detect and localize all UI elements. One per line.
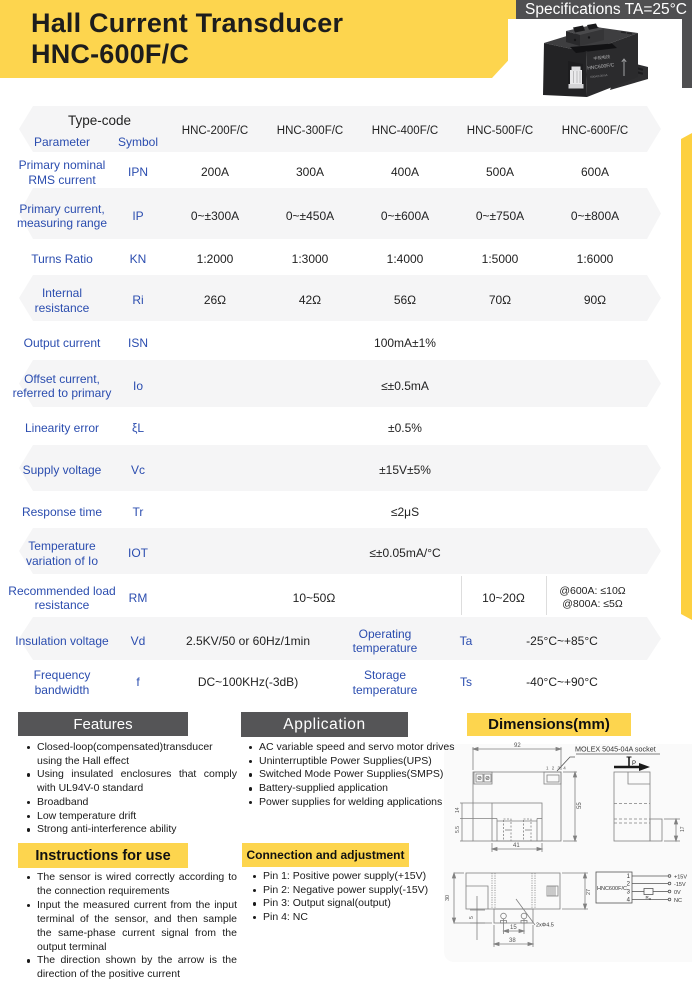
- svg-text:41: 41: [513, 843, 520, 849]
- svg-text:5.5: 5.5: [455, 826, 461, 833]
- svg-text:1: 1: [627, 874, 631, 880]
- svg-text:-15V: -15V: [674, 882, 686, 888]
- svg-text:+15V: +15V: [674, 875, 687, 881]
- svg-text:15: 15: [510, 925, 517, 931]
- svg-text:MOLEX 5045-04A socket: MOLEX 5045-04A socket: [575, 745, 656, 754]
- svg-text:55: 55: [577, 802, 583, 809]
- svg-text:5: 5: [469, 916, 475, 919]
- svg-text:2: 2: [627, 882, 631, 888]
- svg-text:92: 92: [514, 743, 521, 749]
- svg-text:30: 30: [445, 895, 451, 901]
- svg-text:中规电技: 中规电技: [593, 53, 611, 62]
- svg-text:17: 17: [680, 826, 686, 832]
- svg-text:HNC600F/C: HNC600F/C: [597, 886, 627, 892]
- svg-text:NC: NC: [674, 898, 682, 904]
- svg-text:27: 27: [586, 889, 592, 895]
- svg-text:RM: RM: [646, 895, 652, 901]
- svg-text:600A/100mA: 600A/100mA: [590, 73, 608, 79]
- svg-text:3: 3: [627, 890, 631, 896]
- svg-text:1 2 3 4: 1 2 3 4: [546, 766, 567, 771]
- svg-text:HNC600F/C: HNC600F/C: [587, 62, 615, 71]
- svg-text:38: 38: [509, 938, 516, 944]
- svg-text:0V: 0V: [674, 890, 681, 896]
- svg-text:2xΦ4.5: 2xΦ4.5: [536, 923, 554, 929]
- svg-text:P: P: [632, 761, 636, 767]
- svg-text:4: 4: [627, 898, 631, 904]
- svg-text:14: 14: [455, 807, 461, 813]
